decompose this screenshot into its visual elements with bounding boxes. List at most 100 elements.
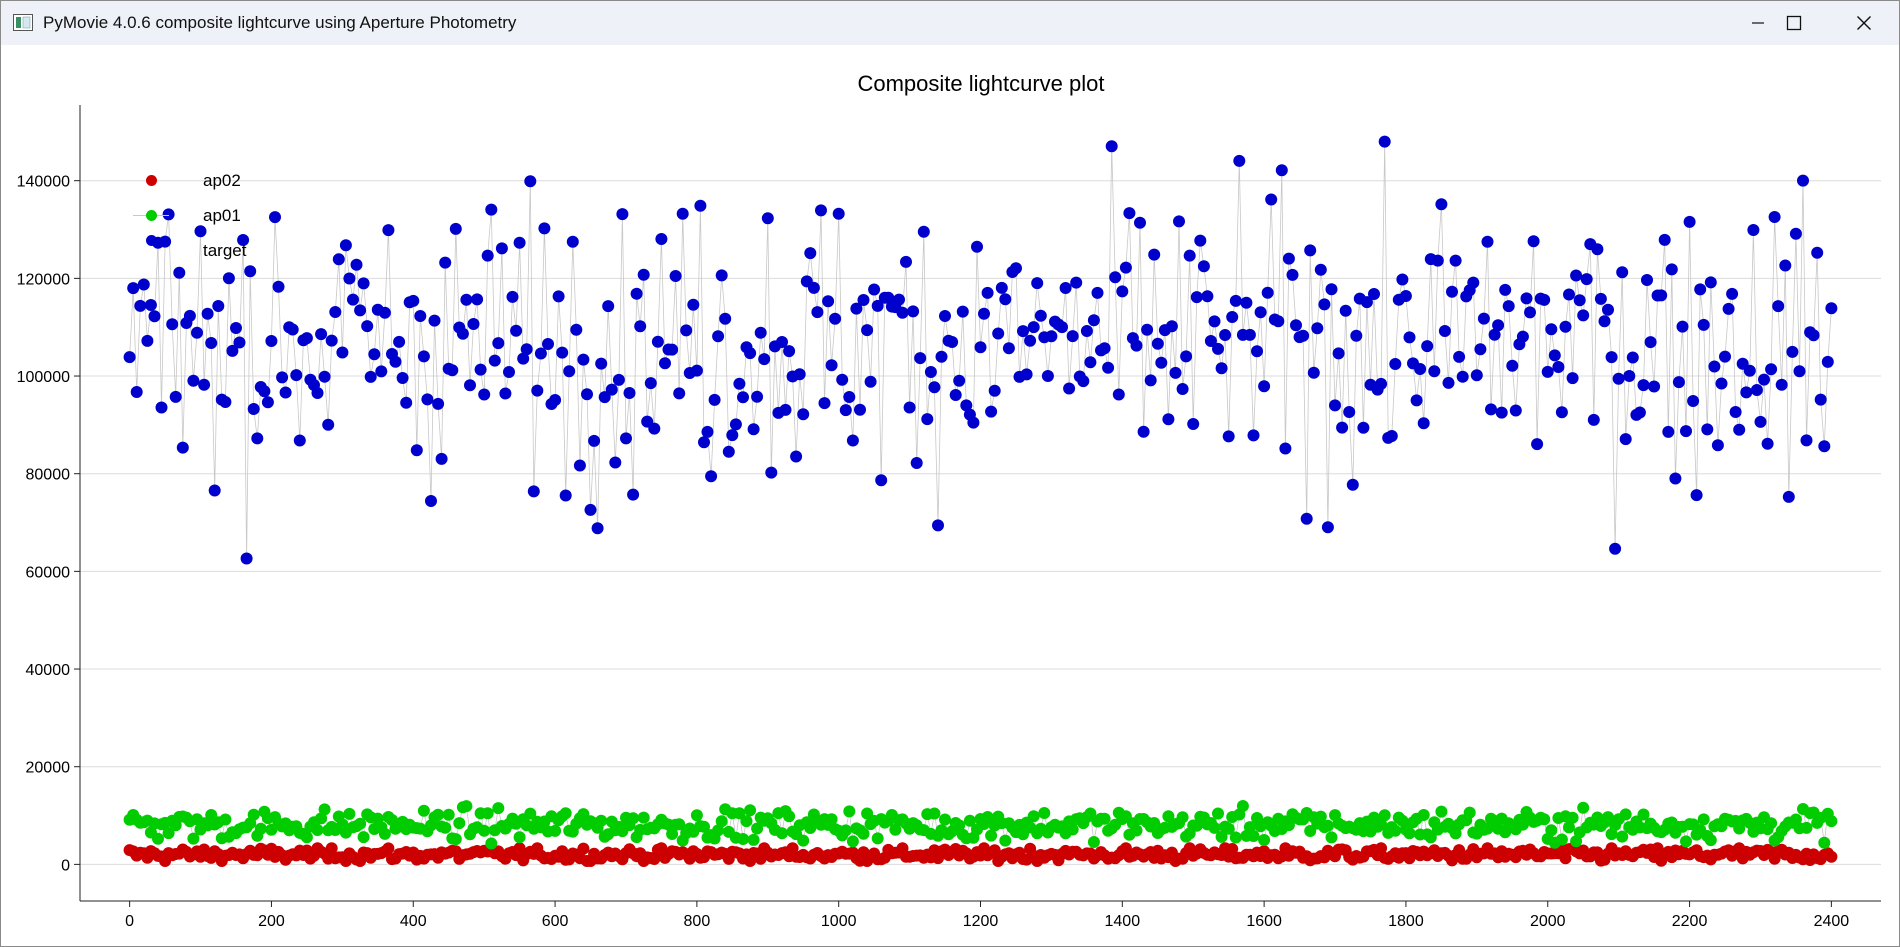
data-point-target [790,450,803,463]
data-point-target [712,330,725,343]
data-point-ap01 [1215,830,1228,843]
data-point-target [776,336,788,348]
data-point-target [237,234,250,246]
data-point-target [439,256,452,269]
maximize-button[interactable] [1759,1,1829,45]
data-point-target [1524,306,1536,319]
data-point-ap01 [1555,833,1568,846]
data-point-ap01 [712,824,725,837]
data-point-target [315,328,328,341]
data-point-ap01 [453,817,466,830]
data-point-ap01 [1247,830,1260,842]
data-point-target [1148,248,1161,261]
close-button[interactable] [1829,1,1899,45]
data-point-target [737,391,749,404]
data-point-target [864,375,877,388]
data-point-target [492,337,505,350]
data-point-target [130,386,143,398]
data-point-target [382,224,395,237]
y-tick-label: 120000 [17,271,70,288]
data-point-ap01 [439,821,452,834]
data-point-target [928,381,941,394]
data-point-target [953,374,966,387]
data-point-target [1747,224,1760,236]
data-point-target [1495,406,1508,419]
data-point-ap01 [1825,815,1838,828]
data-point-target [258,385,271,398]
data-point-target [591,522,604,535]
data-point-target [1311,322,1324,335]
chart-title: Composite lightcurve plot [857,71,1105,96]
minimize-button[interactable] [1723,1,1793,45]
data-point-target [1690,489,1703,502]
data-point-target [651,335,664,348]
data-point-target [999,293,1012,306]
data-point-ap01 [432,808,445,821]
data-point-ap01 [744,804,757,817]
data-point-target [499,387,512,400]
data-point-target [598,391,611,404]
data-point-target [744,347,757,360]
data-point-target [1499,283,1512,296]
data-point-target [893,293,905,306]
data-point-ap01 [1038,807,1051,819]
data-point-target [1197,260,1210,273]
data-point-target [1789,227,1802,240]
data-point-target [1130,339,1143,352]
data-point-target [1428,365,1441,378]
data-point-target [552,290,565,303]
data-point-target [698,436,710,449]
data-point-target [464,379,476,392]
data-point-target [1307,366,1320,379]
data-point-ap02 [648,853,661,865]
x-tick-label: 1600 [1246,913,1282,930]
title-bar[interactable]: PyMovie 4.0.6 composite lightcurve using… [1,1,1899,45]
data-point-ap01 [1378,809,1391,822]
data-point-target [350,258,363,271]
data-point-target [612,373,625,386]
data-point-target [1644,336,1657,349]
data-point-target [556,346,569,359]
data-point-target [1570,269,1583,282]
data-point-target [1719,350,1731,363]
data-point-target [829,312,842,325]
data-point-target [400,396,413,409]
data-point-target [542,338,554,350]
data-point-target [222,272,235,285]
data-point-target [1080,325,1093,337]
data-point-target [265,335,278,347]
data-point-target [846,434,859,447]
data-point-target [1758,373,1770,386]
data-point-target [570,323,583,336]
data-point-target [1243,328,1256,341]
data-point-target [417,350,430,363]
data-point-target [822,295,835,308]
data-point-target [719,312,732,325]
data-point-target [921,413,934,426]
data-point-target [460,293,473,306]
data-point-target [807,281,820,294]
data-point-target [471,293,484,306]
series-ap01 [123,800,1838,850]
data-point-ap01 [417,804,430,817]
data-point-target [1602,303,1614,316]
data-point-target [446,364,459,377]
window-title: PyMovie 4.0.6 composite lightcurve using… [43,13,517,32]
data-point-ap01 [1538,813,1551,826]
data-point-ap01 [460,800,473,813]
data-point-target [1541,365,1554,378]
data-point-target [747,423,760,436]
data-point-ap01 [740,815,753,828]
data-point-target [1031,277,1044,290]
data-point-ap01 [1545,824,1558,837]
data-point-ap01 [825,813,838,826]
data-point-target [676,207,689,220]
y-tick-label: 0 [61,857,70,874]
data-point-target [1509,404,1522,417]
data-point-target [1314,263,1327,276]
data-point-target [573,459,586,472]
data-point-target [1297,329,1310,342]
data-point-ap01 [1066,823,1079,836]
data-point-target [1162,413,1175,426]
data-point-target [1226,311,1239,323]
